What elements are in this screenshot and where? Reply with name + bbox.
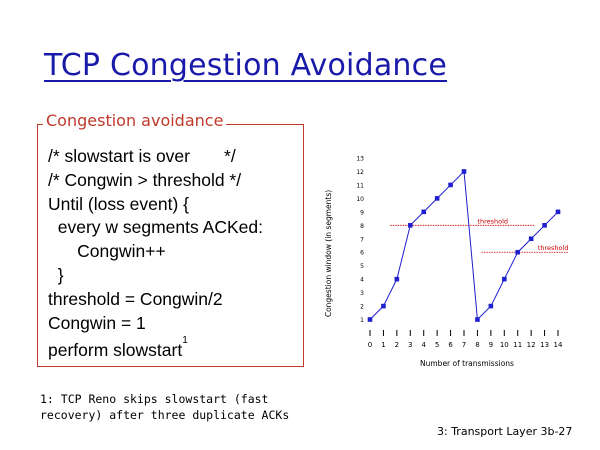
data-point bbox=[448, 182, 453, 188]
y-tick-label: 5 bbox=[360, 263, 364, 270]
x-tick-label: 3 bbox=[408, 341, 412, 349]
x-tick-label: 9 bbox=[489, 341, 493, 349]
data-point bbox=[461, 169, 467, 174]
code-line-7: threshold = Congwin/2 bbox=[48, 288, 223, 309]
x-tick-label: 2 bbox=[395, 341, 399, 349]
slide-number: 3: Transport Layer 3b-27 bbox=[437, 425, 573, 438]
data-point bbox=[475, 317, 480, 322]
x-tick-label: 0 bbox=[368, 341, 372, 349]
box-label: Congestion avoidance bbox=[43, 111, 227, 130]
y-tick-label: 13 bbox=[356, 156, 364, 163]
x-tick-label: 6 bbox=[448, 341, 453, 349]
y-tick-label: 11 bbox=[356, 182, 364, 189]
congestion-window-line bbox=[369, 170, 559, 321]
y-tick-label: 12 bbox=[356, 169, 364, 176]
x-tick-label: 13 bbox=[540, 341, 549, 349]
y-tick-label: 1 bbox=[360, 317, 364, 324]
slide-title: TCP Congestion Avoidance bbox=[44, 48, 447, 83]
y-tick-label: 2 bbox=[360, 304, 364, 311]
x-tick-label: 14 bbox=[554, 341, 563, 349]
data-point bbox=[407, 223, 413, 228]
code-line-8: Congwin = 1 bbox=[48, 312, 146, 333]
data-point bbox=[434, 196, 440, 201]
threshold-label: threshold bbox=[538, 244, 569, 252]
x-tick-label: 1 bbox=[381, 341, 385, 349]
code-line-1: /* slowstart is over */ bbox=[48, 146, 236, 166]
data-point bbox=[501, 276, 507, 282]
x-tick-label: 7 bbox=[462, 341, 466, 349]
code-line-9: perform slowstart bbox=[48, 340, 183, 361]
y-tick-label: 3 bbox=[360, 290, 364, 297]
pseudocode: /* slowstart is over */ /* Congwin > thre… bbox=[48, 145, 263, 363]
x-tick-label: 4 bbox=[421, 341, 426, 349]
y-tick-label: 10 bbox=[356, 196, 364, 203]
footnote: 1: TCP Reno skips slowstart (fast recove… bbox=[40, 391, 289, 423]
y-tick-label: 7 bbox=[360, 236, 364, 243]
y-axis-label: Congestion window (in segments) bbox=[324, 190, 333, 317]
y-tick-label: 8 bbox=[360, 223, 364, 230]
code-line-2: /* Congwin > threshold */ bbox=[48, 169, 242, 190]
x-tick-label: 12 bbox=[527, 341, 536, 349]
data-point bbox=[555, 209, 561, 215]
data-point bbox=[542, 223, 547, 228]
x-axis-label: Number of transmissions bbox=[420, 359, 514, 368]
x-tick-label: 5 bbox=[435, 341, 439, 349]
code-line-3: Until (loss event) { bbox=[48, 193, 190, 214]
code-line-6: } bbox=[48, 264, 64, 285]
x-tick-label: 8 bbox=[475, 341, 479, 349]
data-point bbox=[528, 236, 534, 242]
footnote-line-1: 1: TCP Reno skips slowstart (fast bbox=[40, 392, 269, 406]
data-point bbox=[381, 303, 386, 309]
y-tick-label: 6 bbox=[360, 250, 364, 257]
data-point bbox=[488, 303, 494, 309]
data-point bbox=[515, 249, 521, 255]
data-point bbox=[367, 317, 373, 322]
data-point bbox=[421, 209, 427, 215]
footnote-line-2: recovery) after three duplicate ACKs bbox=[40, 408, 290, 422]
y-tick-label: 4 bbox=[360, 277, 364, 284]
threshold-label: threshold bbox=[477, 217, 508, 225]
y-tick-label: 9 bbox=[360, 209, 364, 216]
code-line-5: Congwin++ bbox=[48, 241, 166, 262]
code-line-4: every w segments ACKed: bbox=[48, 217, 263, 238]
x-tick-label: 10 bbox=[500, 341, 509, 349]
data-point bbox=[394, 276, 400, 282]
footnote-marker: 1 bbox=[182, 335, 188, 347]
x-tick-label: 11 bbox=[513, 341, 522, 349]
